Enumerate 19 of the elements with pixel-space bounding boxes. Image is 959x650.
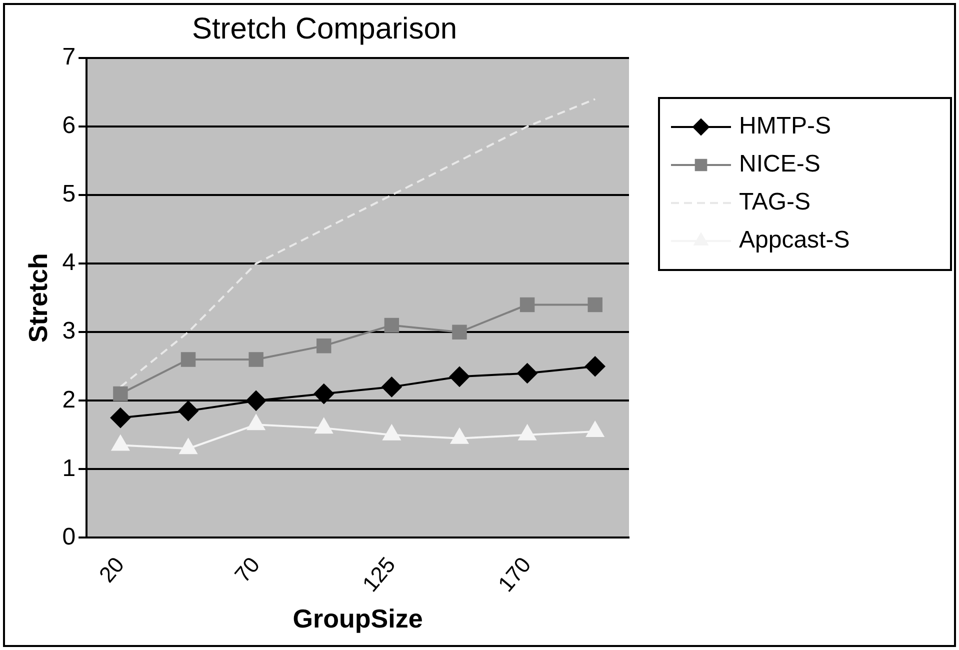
x-tick-label: 70 bbox=[230, 552, 265, 588]
y-axis-title: Stretch bbox=[22, 253, 53, 343]
y-tick-label: 1 bbox=[62, 454, 76, 482]
x-tick-label: 170 bbox=[493, 552, 536, 596]
y-tick-label: 5 bbox=[62, 180, 76, 208]
legend-label: NICE-S bbox=[739, 150, 820, 178]
y-tick-label: 4 bbox=[62, 249, 76, 276]
legend-label: Appcast-S bbox=[739, 226, 850, 254]
y-tick-label: 2 bbox=[62, 386, 76, 414]
x-tick-label: 20 bbox=[94, 552, 129, 588]
y-tick-label: 0 bbox=[62, 523, 76, 550]
x-axis-title: GroupSize bbox=[292, 604, 423, 634]
y-tick-label: 3 bbox=[62, 318, 76, 345]
legend-label: HMTP-S bbox=[739, 112, 831, 140]
x-tick-label: 125 bbox=[357, 552, 400, 596]
legend-label: TAG-S bbox=[739, 188, 811, 216]
y-tick-label: 6 bbox=[62, 112, 76, 140]
y-tick-label: 7 bbox=[62, 44, 76, 71]
chart-title: Stretch Comparison bbox=[192, 12, 458, 46]
